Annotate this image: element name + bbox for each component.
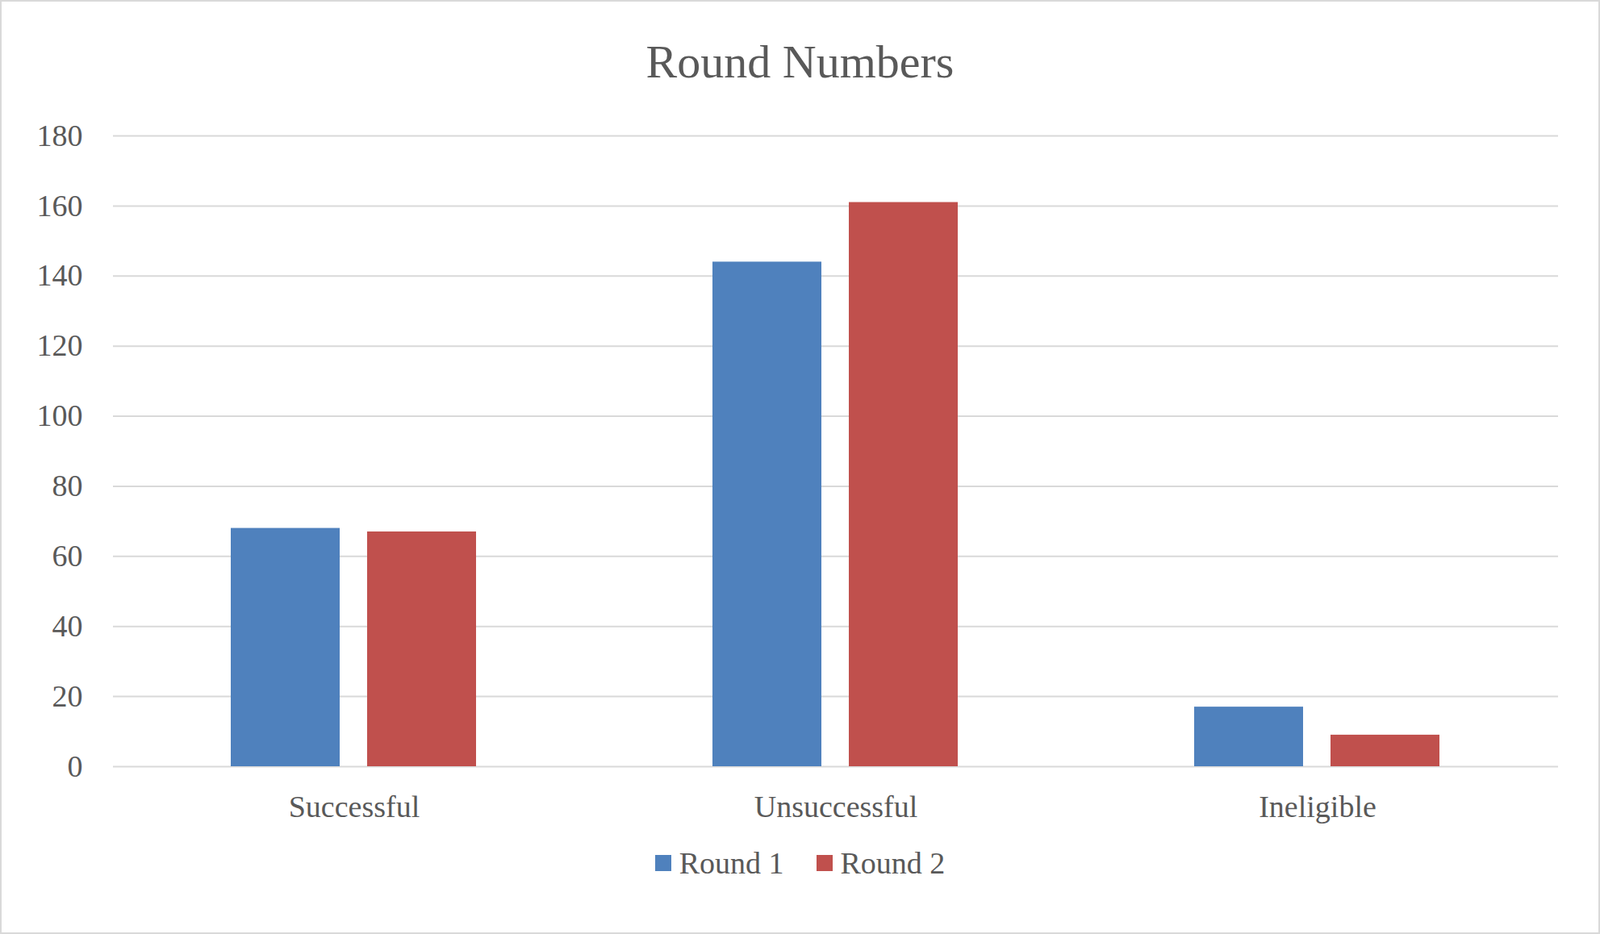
svg-text:160: 160 [37,188,84,223]
svg-text:0: 0 [67,749,84,784]
svg-text:60: 60 [52,538,84,573]
svg-text:100: 100 [37,398,84,433]
svg-text:180: 180 [37,118,84,153]
html-text:Round 2: Round 2 [840,846,946,881]
svg-text:Successful: Successful [288,789,421,824]
svg-text:80: 80 [52,468,84,503]
html-text:Round 1: Round 1 [679,846,784,881]
html-text:Round Numbers: Round Numbers [645,35,955,88]
svg-text:120: 120 [37,328,84,363]
svg-text:Ineligible: Ineligible [1258,789,1377,824]
svg-text:20: 20 [52,679,84,714]
svg-text:40: 40 [52,609,84,644]
svg-text:Unsuccessful: Unsuccessful [754,789,919,824]
svg-text:140: 140 [37,258,84,293]
